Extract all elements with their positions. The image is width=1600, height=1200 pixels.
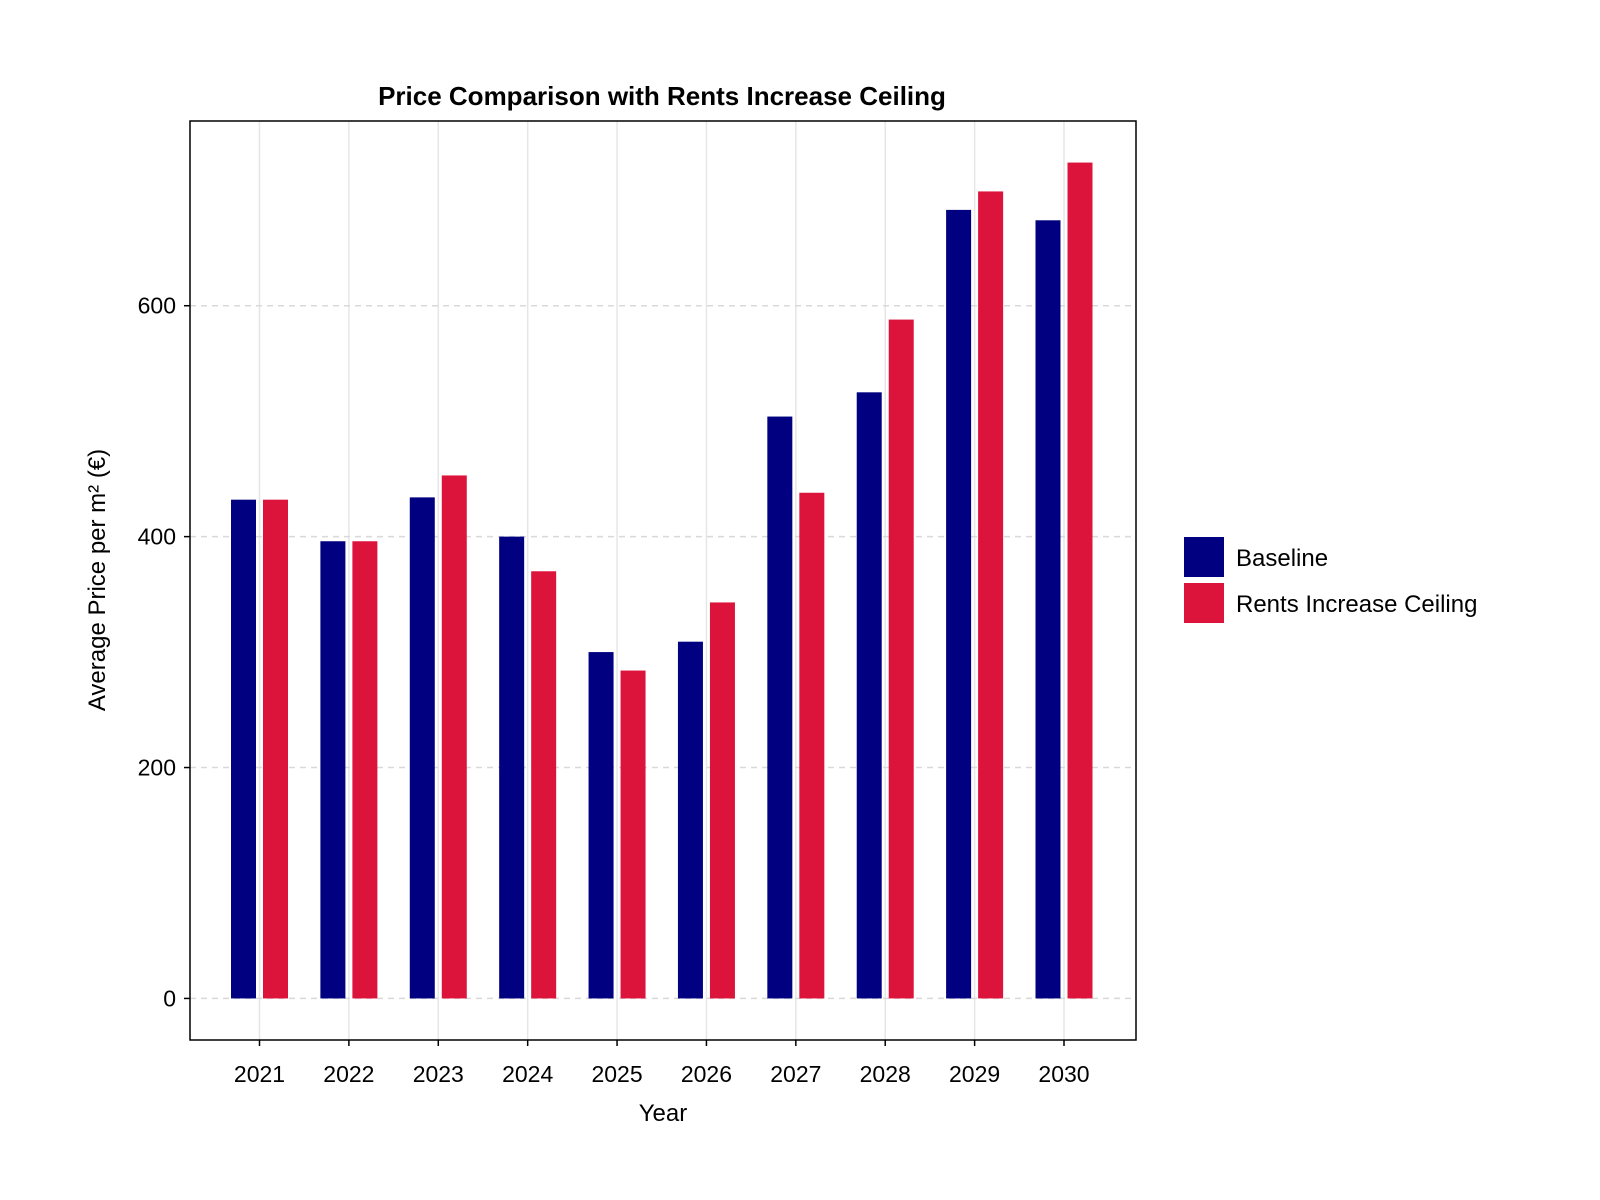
bars-layer <box>231 162 1093 999</box>
x-tick-label: 2026 <box>681 1061 732 1087</box>
bar-ceiling-2024 <box>531 571 557 999</box>
y-tick-label: 0 <box>163 985 176 1011</box>
bar-ceiling-2028 <box>888 319 914 999</box>
bar-ceiling-2026 <box>709 602 735 999</box>
legend-label-ceiling: Rents Increase Ceiling <box>1236 591 1477 618</box>
bar-baseline-2030 <box>1035 220 1061 999</box>
bar-baseline-2025 <box>588 652 614 999</box>
legend: Baseline Rents Increase Ceiling <box>1184 537 1477 623</box>
bar-baseline-2024 <box>499 536 525 999</box>
x-tick-label: 2023 <box>413 1061 464 1087</box>
bar-ceiling-2023 <box>441 475 467 999</box>
x-tick-label: 2021 <box>234 1061 285 1087</box>
bar-baseline-2029 <box>946 209 972 999</box>
x-tick-label: 2024 <box>502 1061 553 1087</box>
x-axis-label: Year <box>639 1100 688 1127</box>
x-tick-label: 2027 <box>770 1061 821 1087</box>
legend-swatch-baseline <box>1184 537 1224 577</box>
bar-ceiling-2021 <box>263 499 288 999</box>
bar-baseline-2022 <box>320 541 346 999</box>
bar-baseline-2028 <box>856 392 882 999</box>
grid-layer <box>190 121 1136 1040</box>
bar-baseline-2021 <box>231 499 256 999</box>
bar-ceiling-2027 <box>799 492 825 999</box>
y-tick-label: 400 <box>138 524 176 550</box>
bar-ceiling-2022 <box>352 541 378 999</box>
x-tick-label: 2029 <box>949 1061 1000 1087</box>
y-tick-label: 200 <box>138 755 176 781</box>
bar-ceiling-2030 <box>1067 162 1093 999</box>
y-axis-ticks: 0 200 400 600 <box>138 293 190 1011</box>
y-tick-label: 600 <box>138 293 176 319</box>
bar-baseline-2023 <box>409 497 435 999</box>
bar-ceiling-2029 <box>978 191 1004 999</box>
bar-ceiling-2025 <box>620 670 646 999</box>
legend-swatch-ceiling <box>1184 583 1224 623</box>
y-axis-label: Average Price per m² (€) <box>84 449 111 711</box>
x-tick-label: 2028 <box>860 1061 911 1087</box>
plot-frame <box>189 120 1137 1041</box>
x-tick-label: 2030 <box>1038 1061 1089 1087</box>
x-axis-ticks: 2021 2022 2023 2024 2025 2026 2027 2028 2029 2030 <box>234 1040 1090 1087</box>
chart-title: Price Comparison with Rents Increase Cei… <box>378 81 946 111</box>
x-tick-label: 2022 <box>323 1061 374 1087</box>
x-tick-label: 2025 <box>591 1061 642 1087</box>
legend-label-baseline: Baseline <box>1236 545 1328 572</box>
bar-baseline-2027 <box>767 416 793 999</box>
bar-baseline-2026 <box>677 641 703 999</box>
